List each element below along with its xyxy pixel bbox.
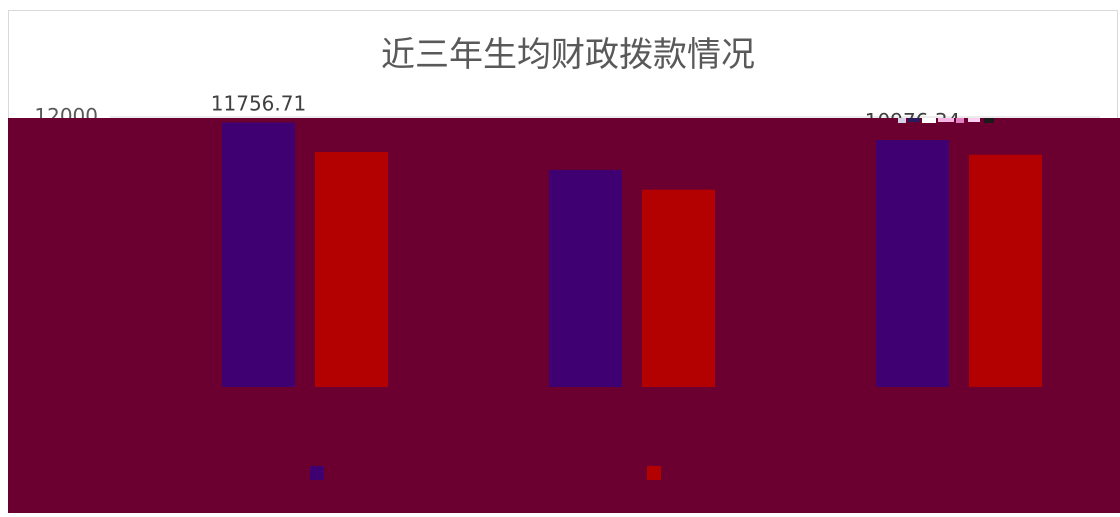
noise-artifact xyxy=(898,118,994,123)
redaction-overlay xyxy=(8,118,1120,513)
bar xyxy=(642,189,715,387)
bar xyxy=(315,151,388,387)
legend xyxy=(310,466,661,480)
legend-swatch-series-2 xyxy=(647,466,661,480)
bar xyxy=(222,122,295,387)
chart-title: 近三年生均财政拨款情况 xyxy=(381,35,755,75)
bar xyxy=(969,154,1042,387)
data-label: 11756.71 xyxy=(211,91,306,115)
bar xyxy=(549,169,622,387)
legend-swatch-series-1 xyxy=(310,466,324,480)
overlay-chart xyxy=(222,118,1042,480)
overlay-bars xyxy=(222,122,1042,387)
bar xyxy=(876,140,949,387)
